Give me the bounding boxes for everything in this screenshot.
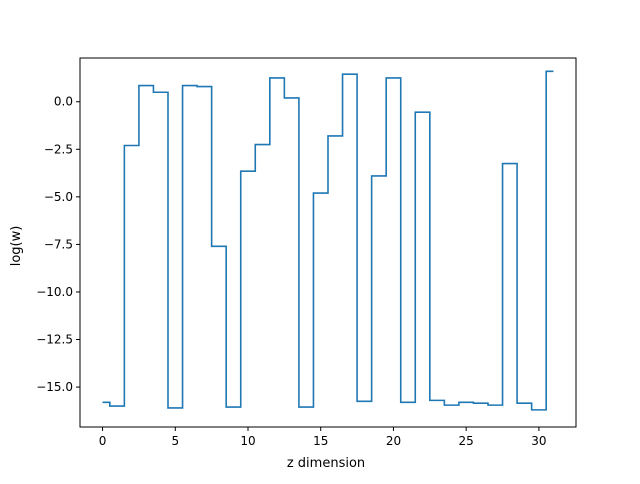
x-tick-label: 0 [99,434,107,448]
y-tick-label: −12.5 [36,333,73,347]
x-tick-label: 5 [171,434,179,448]
y-axis-label: log(w) [9,226,24,267]
x-tick-label: 10 [240,434,255,448]
axes: 0 5 10 15 20 25 30 0.0 −2.5 −5.0 −7.5 −10.0 −12.5 −15… [36,57,577,448]
plot-area [102,70,554,411]
y-tick-label: −2.5 [44,142,73,156]
x-tick-label: 25 [459,434,474,448]
y-tick-label: −10.0 [36,285,73,299]
x-tick-label: 15 [313,434,328,448]
axes-frame [79,57,577,428]
y-tick-label: −7.5 [44,237,73,251]
x-axis-label: z dimension [287,456,365,471]
x-tick-label: 30 [531,434,546,448]
y-tick-label: 0.0 [54,95,73,109]
y-tick-label: −5.0 [44,190,73,204]
x-tick-label: 20 [386,434,401,448]
series-line-0 [102,70,554,411]
y-tick-label: −15.0 [36,380,73,394]
